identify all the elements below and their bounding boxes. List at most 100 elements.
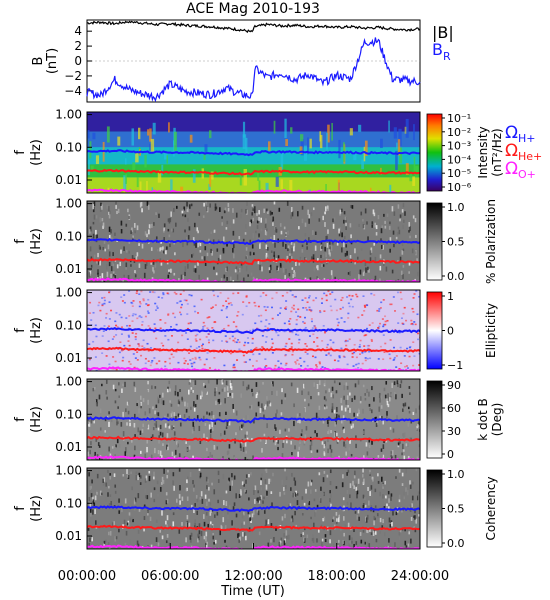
ellipticity-speck bbox=[345, 344, 348, 347]
intensity-streak bbox=[337, 179, 340, 193]
coherency-speck bbox=[372, 530, 375, 536]
polarization-speck bbox=[278, 207, 281, 212]
kdotb-speck bbox=[405, 443, 408, 447]
kdotb-speck bbox=[368, 391, 370, 397]
polarization-speck bbox=[272, 241, 274, 244]
coherency-speck bbox=[307, 498, 310, 503]
ellipticity-speck bbox=[120, 296, 123, 298]
kdotb-speck bbox=[211, 421, 213, 428]
coherency-speck bbox=[189, 535, 192, 540]
coherency-speck bbox=[262, 500, 264, 504]
ellipticity-speck bbox=[339, 308, 342, 310]
ellipticity-speck bbox=[325, 346, 328, 349]
coherency-speck bbox=[294, 510, 296, 516]
ellipticity-speck bbox=[413, 355, 416, 357]
x-tick-label: 24:00:00 bbox=[391, 569, 449, 584]
kdotb-speck bbox=[250, 404, 253, 410]
ellipticity-speck bbox=[390, 303, 393, 306]
coherency-speck bbox=[185, 522, 188, 528]
polarization-speck bbox=[92, 233, 95, 239]
b-field-series bbox=[86, 20, 421, 103]
coherency-speck bbox=[340, 527, 342, 532]
kdotb-speck bbox=[127, 441, 129, 445]
coherency-speck bbox=[404, 528, 406, 532]
kdotb-speck bbox=[371, 386, 373, 391]
kdotb-speck bbox=[307, 391, 310, 396]
b-field-panel: 420−2−4 B (nT) |B| BR bbox=[31, 19, 454, 103]
polarization-speck bbox=[201, 256, 203, 260]
ellipticity-speck bbox=[405, 365, 408, 367]
kdotb-speck bbox=[138, 408, 140, 414]
coherency-speck bbox=[289, 503, 292, 509]
polarization-speck bbox=[89, 270, 92, 274]
polarization-speck bbox=[128, 240, 131, 244]
coherency-speck bbox=[365, 517, 368, 523]
kdotb-speck bbox=[330, 449, 333, 453]
ellipticity-speck bbox=[305, 345, 308, 348]
kdotb-speck bbox=[364, 397, 367, 401]
coherency-speck bbox=[288, 504, 290, 508]
kdotb-speck bbox=[359, 396, 362, 401]
kdotb-speck bbox=[377, 455, 380, 458]
ellipticity-speck bbox=[265, 294, 268, 297]
coherency-speck bbox=[316, 504, 319, 509]
kdotb-speck bbox=[396, 380, 399, 385]
coherency-speck bbox=[286, 535, 288, 540]
polarization-speck bbox=[314, 231, 317, 235]
ellipticity-speck bbox=[164, 365, 167, 368]
coherency-speck bbox=[227, 480, 230, 484]
ellipticity-speck bbox=[251, 337, 254, 340]
ellipticity-speck bbox=[154, 327, 157, 330]
coherency-speck bbox=[388, 542, 391, 547]
ellipticity-speck bbox=[213, 321, 216, 323]
kdotb-speck bbox=[121, 388, 123, 393]
coherency-speck bbox=[368, 500, 370, 506]
coherency-speck bbox=[144, 478, 147, 483]
intensity-streak bbox=[299, 134, 304, 142]
polarization-speck bbox=[327, 229, 329, 234]
intensity-streak bbox=[210, 171, 214, 180]
ellipticity-speck bbox=[366, 304, 369, 307]
polarization-speck bbox=[145, 261, 148, 266]
coherency-speck bbox=[390, 496, 392, 501]
kdotb-speck bbox=[362, 455, 365, 459]
intensity-streak bbox=[388, 120, 390, 133]
coherency-speck bbox=[253, 486, 255, 492]
kdotb-speck bbox=[334, 421, 337, 427]
kdotb-speck bbox=[336, 432, 338, 436]
polarization-speck bbox=[235, 266, 238, 271]
ellipticity-speck bbox=[198, 345, 201, 348]
coherency-speck bbox=[198, 523, 201, 528]
kdotb-speck bbox=[173, 434, 176, 440]
ellipticity-speck bbox=[357, 316, 360, 319]
coherency-speck bbox=[153, 476, 155, 480]
coherency-speck bbox=[192, 480, 194, 485]
intensity-streak bbox=[380, 167, 382, 175]
ellipticity-speck bbox=[252, 353, 255, 356]
polarization-speck bbox=[225, 227, 228, 230]
intensity-streak bbox=[170, 179, 173, 193]
polarization-speck bbox=[262, 281, 265, 282]
polarization-speck bbox=[214, 206, 217, 211]
x-tick-label: 06:00:00 bbox=[141, 569, 199, 584]
kdotb-speck bbox=[240, 441, 243, 445]
polarization-speck bbox=[341, 247, 343, 253]
freq-axis-label: f bbox=[13, 328, 28, 333]
kdotb-speck bbox=[187, 389, 190, 395]
polarization-speck bbox=[284, 275, 286, 279]
coherency-speck bbox=[329, 490, 331, 494]
kdotb-speck bbox=[330, 452, 332, 457]
polarization-speck bbox=[261, 266, 263, 272]
kdotb-speck bbox=[162, 443, 164, 447]
kdotb-speck bbox=[355, 443, 357, 449]
polarization-speck bbox=[402, 202, 405, 208]
coherency-speck bbox=[149, 516, 152, 522]
ellipticity-speck bbox=[303, 328, 306, 330]
ellipticity-speck bbox=[177, 341, 180, 344]
polarization-speck bbox=[101, 280, 104, 282]
ellipticity-speck bbox=[341, 296, 344, 299]
polarization-speck bbox=[322, 253, 325, 259]
coherency-speck bbox=[147, 510, 149, 516]
kdotb-speck bbox=[174, 390, 177, 396]
